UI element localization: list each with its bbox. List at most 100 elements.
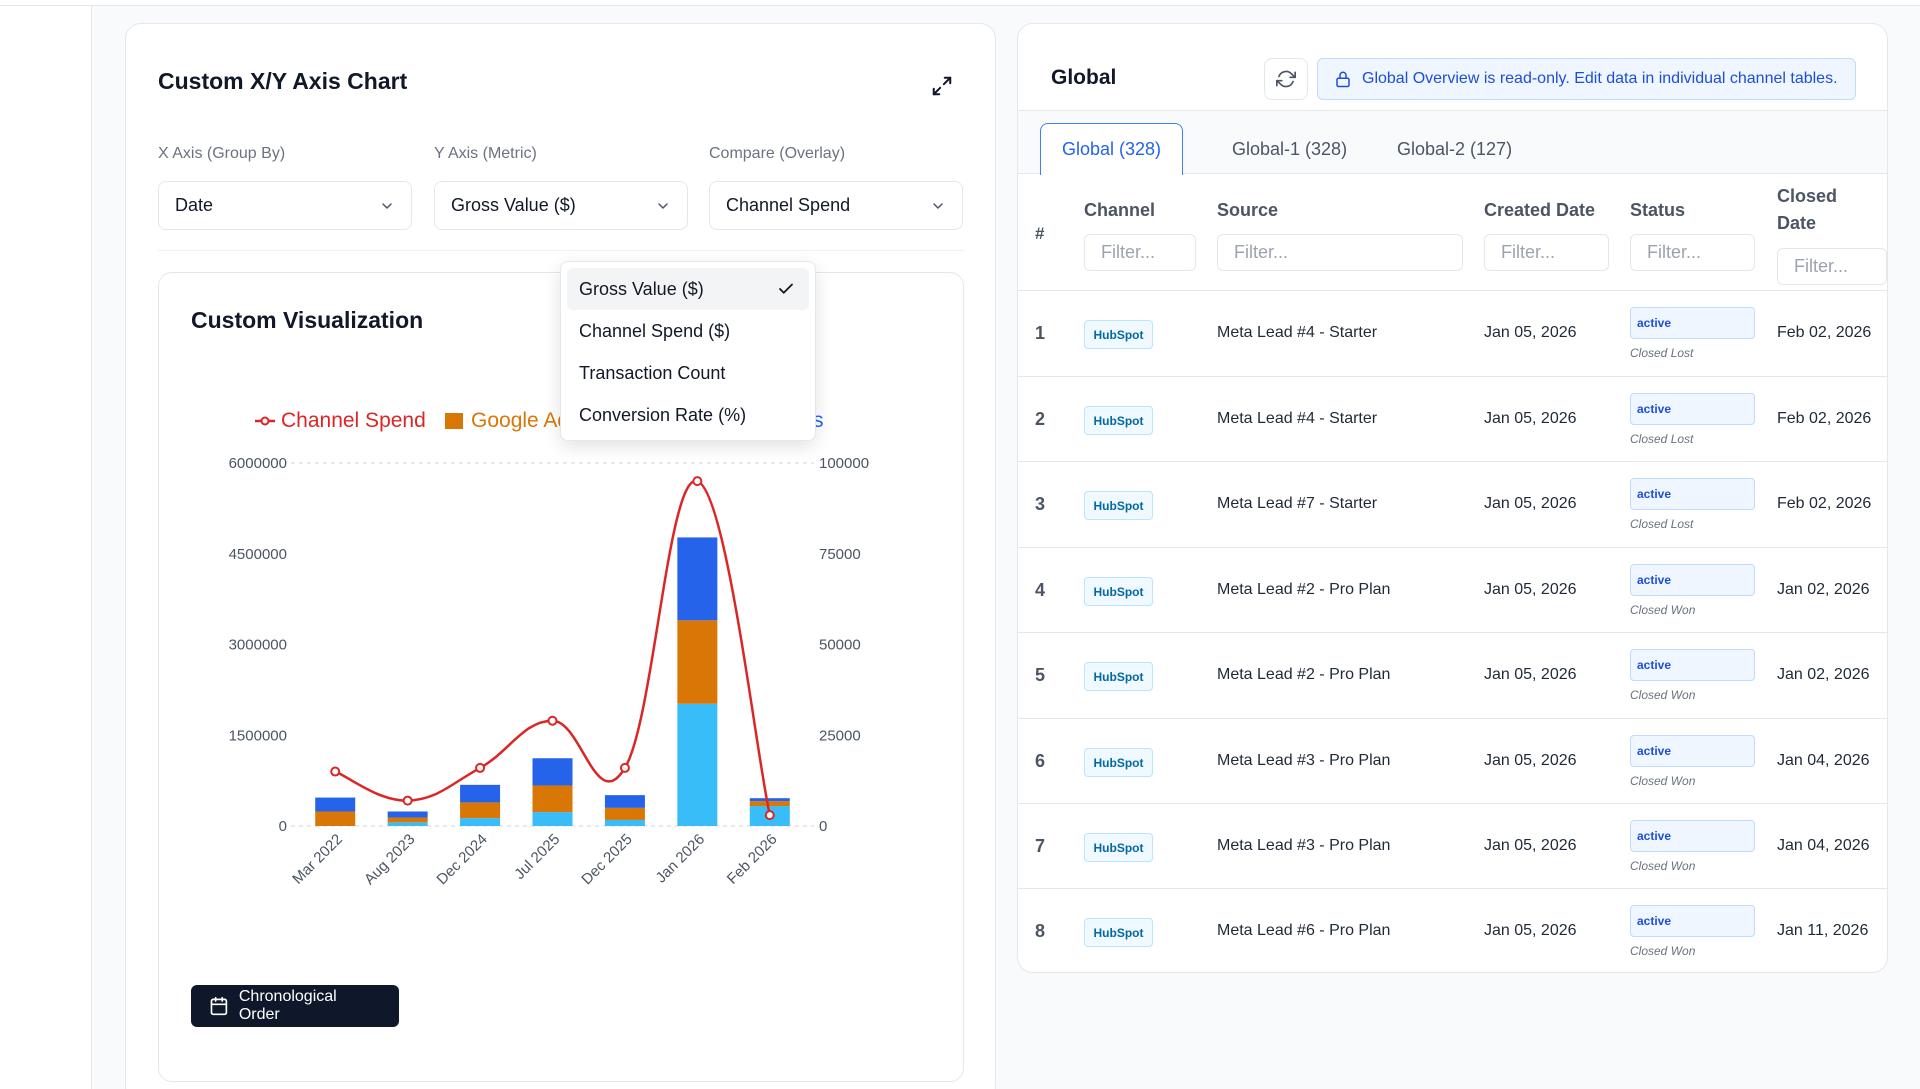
status-badge: active	[1630, 820, 1755, 852]
y-axis-label: Y Axis (Metric)	[434, 145, 537, 162]
legend-marker	[260, 416, 270, 426]
channel-badge: HubSpot	[1084, 406, 1153, 435]
y-left-tick-label: 1500000	[229, 727, 287, 744]
x-axis-select[interactable]: Date	[158, 181, 412, 230]
dropdown-option-label: Gross Value ($)	[579, 278, 704, 299]
bar-meta-ads	[749, 798, 790, 802]
y-axis-dropdown-menu: Gross Value ($) Channel Spend ($) Transa…	[560, 261, 816, 441]
closed-date-cell: Jan 02, 2026	[1777, 581, 1870, 598]
source-cell: Meta Lead #3 - Pro Plan	[1217, 837, 1391, 854]
visualization-title: Custom Visualization	[191, 307, 424, 333]
channel-filter-input[interactable]	[1084, 234, 1196, 271]
column-header-num: #	[1035, 224, 1045, 243]
channel-badge: HubSpot	[1084, 918, 1153, 947]
created-date-cell: Jan 05, 2026	[1484, 495, 1577, 512]
status-filter-input[interactable]	[1630, 234, 1755, 271]
deal-stage: Closed Lost	[1630, 517, 1694, 531]
channel-badge: HubSpot	[1084, 748, 1153, 777]
chart-card-title: Custom X/Y Axis Chart	[158, 68, 408, 94]
y-right-tick-label: 100000	[819, 455, 869, 472]
status-badge: active	[1630, 735, 1755, 767]
source-cell: Meta Lead #2 - Pro Plan	[1217, 666, 1391, 683]
closed-date-filter-input[interactable]	[1777, 248, 1887, 285]
table-row[interactable]: 5 HubSpot Meta Lead #2 - Pro Plan Jan 05, 2…	[1018, 632, 1887, 718]
status-badge: active	[1630, 307, 1755, 339]
created-date-cell: Jan 05, 2026	[1484, 922, 1577, 939]
y-right-tick-label: 0	[819, 818, 827, 835]
row-number: 2	[1035, 409, 1046, 429]
chevron-down-icon	[658, 203, 668, 209]
created-date-cell: Jan 05, 2026	[1484, 752, 1577, 769]
bar-meta-ads	[604, 795, 645, 808]
row-number: 6	[1035, 751, 1046, 771]
closed-date-cell: Jan 04, 2026	[1777, 837, 1870, 854]
table-row[interactable]: 4 HubSpot Meta Lead #2 - Pro Plan Jan 05, 2…	[1018, 547, 1887, 633]
dropdown-option-channel-spend[interactable]: Channel Spend ($)	[567, 310, 809, 352]
y-left-tick-label: 6000000	[229, 455, 287, 472]
created-date-cell: Jan 05, 2026	[1484, 581, 1577, 598]
dropdown-option-label: Conversion Rate (%)	[579, 404, 747, 425]
column-header-channel: Channel	[1084, 200, 1156, 220]
overlay-point	[475, 762, 486, 773]
table-row[interactable]: 7 HubSpot Meta Lead #3 - Pro Plan Jan 05, 2…	[1018, 803, 1887, 889]
dropdown-option-transaction-count[interactable]: Transaction Count	[567, 352, 809, 394]
channel-badge: HubSpot	[1084, 577, 1153, 606]
y-axis-select[interactable]: Gross Value ($)	[434, 181, 688, 230]
dropdown-option-gross-value[interactable]: Gross Value ($)	[567, 268, 809, 310]
table-row[interactable]: 6 HubSpot Meta Lead #3 - Pro Plan Jan 05, 2…	[1018, 718, 1887, 804]
bar-google-ads	[315, 811, 356, 826]
source-cell: Meta Lead #4 - Starter	[1217, 410, 1378, 427]
overlay-point	[692, 476, 703, 487]
x-axis-value: Date	[175, 195, 214, 215]
table-row[interactable]: 3 HubSpot Meta Lead #7 - Starter Jan 05, 20…	[1018, 461, 1887, 547]
bar-google-ads	[677, 620, 718, 704]
chronological-order-button[interactable]: Chronological Order	[191, 985, 399, 1027]
tab-global-1[interactable]: Global-1 (328)	[1232, 138, 1348, 159]
lock-icon	[1336, 71, 1350, 88]
refresh-button[interactable]	[1264, 58, 1308, 100]
bar-meta-ads	[460, 784, 501, 803]
dropdown-option-conversion-rate[interactable]: Conversion Rate (%)	[567, 394, 809, 436]
table-row[interactable]: 2 HubSpot Meta Lead #4 - Starter Jan 05, 20…	[1018, 376, 1887, 462]
compare-label: Compare (Overlay)	[709, 145, 846, 162]
compare-select[interactable]: Channel Spend	[709, 181, 963, 230]
legend-marker	[445, 413, 463, 429]
overlay-point	[547, 715, 558, 726]
channel-badge: HubSpot	[1084, 833, 1153, 862]
created-date-filter-input[interactable]	[1484, 234, 1609, 271]
channel-badge: HubSpot	[1084, 491, 1153, 520]
chevron-down-icon	[382, 203, 392, 209]
check-icon	[779, 283, 793, 294]
status-badge: active	[1630, 649, 1755, 681]
x-tick-label: Jan 2026	[653, 831, 709, 887]
column-header-closed: Closed	[1777, 186, 1838, 206]
deal-stage: Closed Won	[1630, 603, 1696, 617]
channel-badge: HubSpot	[1084, 662, 1153, 691]
visualization-card: Custom Visualization 0 1500000 3000000 4500…	[158, 272, 964, 1082]
created-date-cell: Jan 05, 2026	[1484, 324, 1577, 341]
closed-date-cell: Feb 02, 2026	[1777, 495, 1872, 512]
created-date-cell: Jan 05, 2026	[1484, 666, 1577, 683]
row-number: 4	[1035, 580, 1046, 600]
readonly-notice-text: Global Overview is read-only. Edit data …	[1362, 70, 1838, 87]
x-tick-label: Dec 2024	[433, 831, 490, 888]
status-badge: active	[1630, 905, 1755, 937]
compare-value: Channel Spend	[726, 195, 851, 215]
table-row[interactable]: 8 HubSpot Meta Lead #6 - Pro Plan Jan 05, 2…	[1018, 888, 1887, 972]
bar-google-ads	[532, 785, 573, 813]
chart-card: Custom X/Y Axis Chart X Axis (Group By) …	[125, 23, 996, 1089]
deal-stage: Closed Won	[1630, 944, 1696, 958]
chevron-down-icon	[933, 203, 943, 209]
source-cell: Meta Lead #2 - Pro Plan	[1217, 581, 1391, 598]
row-number: 5	[1035, 665, 1046, 685]
source-filter-input[interactable]	[1217, 234, 1463, 271]
tab-global-2[interactable]: Global-2 (127)	[1397, 138, 1513, 159]
tab-global[interactable]: Global (328)	[1040, 123, 1184, 175]
calendar-icon	[210, 996, 228, 1016]
table-row[interactable]: 1 HubSpot Meta Lead #4 - Starter Jan 05, 20…	[1018, 290, 1887, 376]
x-tick-label: Jul 2025	[511, 831, 563, 883]
x-tick-label: Dec 2025	[578, 831, 635, 888]
column-header-source: Source	[1217, 200, 1279, 220]
deal-stage: Closed Lost	[1630, 432, 1694, 446]
expand-button[interactable]	[926, 70, 958, 102]
